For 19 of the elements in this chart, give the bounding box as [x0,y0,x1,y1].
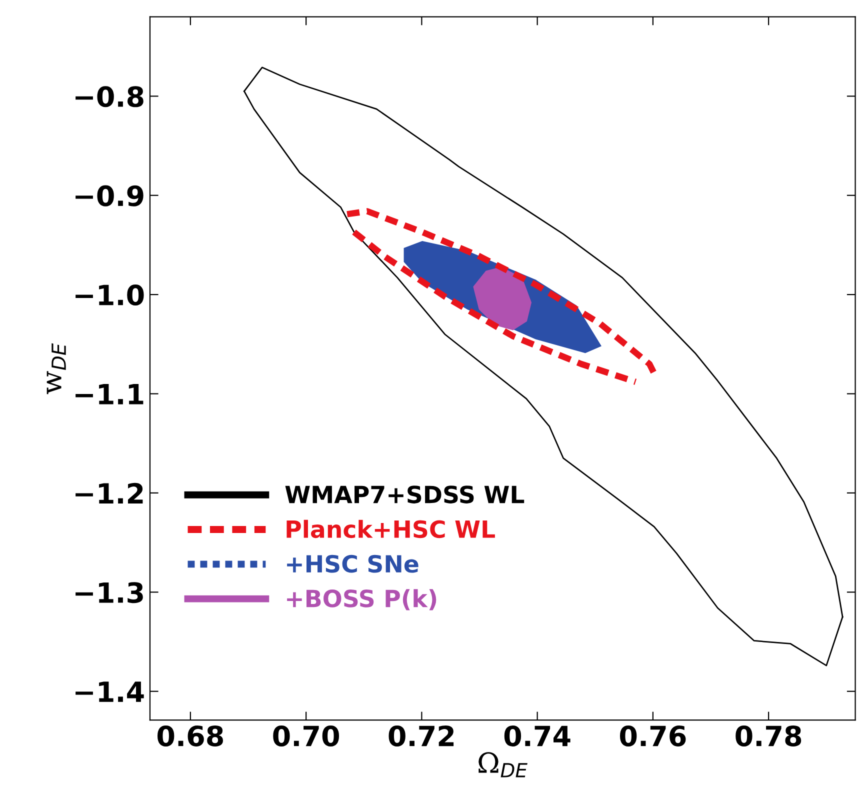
y-tick-label: −0.8 [76,86,144,108]
x-tick-label: 0.74 [504,725,570,746]
y-tick-label: −1.1 [76,384,144,404]
x-tick-label: 0.72 [388,725,454,746]
y-tick-label: −1.3 [76,582,143,604]
x-tick-label: 0.68 [158,725,223,746]
legend-label: +BOSS P(k) [287,589,436,610]
y-tick-label: −1.4 [76,682,144,702]
legend-label: Planck+HSC WL [286,520,495,538]
y-axis-title: w$_{DE}$ [46,343,66,394]
legend-label: WMAP7+SDSS WL [285,486,524,504]
y-tick-label: −1.2 [76,482,143,504]
x-tick-label: 0.76 [620,725,686,746]
legend-label: +HSC SNe [287,554,418,573]
x-axis-title: Ω$_{DE}$ [478,752,528,778]
y-tick-label: −0.9 [76,185,144,206]
x-tick-label: 0.78 [736,725,802,746]
x-tick-label: 0.70 [273,725,340,746]
y-tick-label: −1.0 [76,284,144,306]
